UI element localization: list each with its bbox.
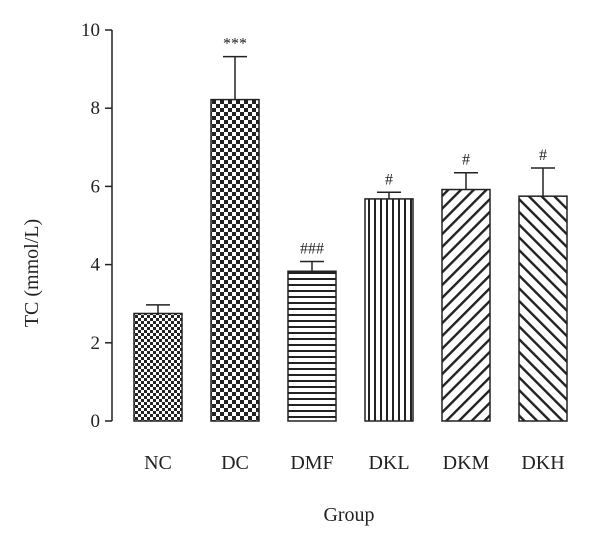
y-tick-label: 10 xyxy=(81,20,100,41)
error-bar-dkl xyxy=(377,191,401,199)
error-bar-dkh xyxy=(531,167,555,197)
significance-label-dmf: ### xyxy=(300,240,324,257)
x-tick-label-nc: NC xyxy=(144,452,172,474)
y-tick-label: 0 xyxy=(91,411,101,432)
error-bar-nc xyxy=(146,304,170,314)
bar-nc xyxy=(133,312,183,422)
x-tick-label-dmf: DMF xyxy=(290,452,333,474)
x-tick-label-dkm: DKM xyxy=(443,452,490,474)
x-axis-label: Group xyxy=(323,504,374,526)
x-ticks-group: NC DC DMF DKL DKM DKH xyxy=(144,452,565,474)
x-tick-label-dkl: DKL xyxy=(368,452,409,474)
error-bar-dmf xyxy=(300,260,324,272)
bar-dmf xyxy=(287,270,337,422)
bar-dkm xyxy=(441,188,491,422)
significance-label-dkh: # xyxy=(539,147,547,164)
error-bars-group xyxy=(146,55,555,314)
error-bar-dc xyxy=(223,55,247,100)
annotations-group: ***##### # xyxy=(223,36,547,258)
bar-dc xyxy=(210,98,260,422)
y-tick-label: 2 xyxy=(91,333,101,354)
bar-dkl xyxy=(364,198,414,422)
x-tick-label-dc: DC xyxy=(221,452,249,474)
y-tick-label: 8 xyxy=(91,98,101,119)
significance-label-dkm: # xyxy=(462,152,470,169)
y-ticks-group: 0 2 4 6 8 10 xyxy=(81,20,112,432)
y-tick-label: 6 xyxy=(91,176,101,197)
x-tick-label-dkh: DKH xyxy=(521,452,564,474)
y-tick-label: 4 xyxy=(91,255,101,276)
significance-label-dkl: # xyxy=(385,171,393,188)
y-axis-label: TC (mmol/L) xyxy=(21,219,43,327)
bar-dkh xyxy=(518,195,568,422)
error-bar-dkm xyxy=(454,171,478,190)
significance-label-dc: *** xyxy=(223,36,247,53)
bars-group xyxy=(133,98,568,422)
